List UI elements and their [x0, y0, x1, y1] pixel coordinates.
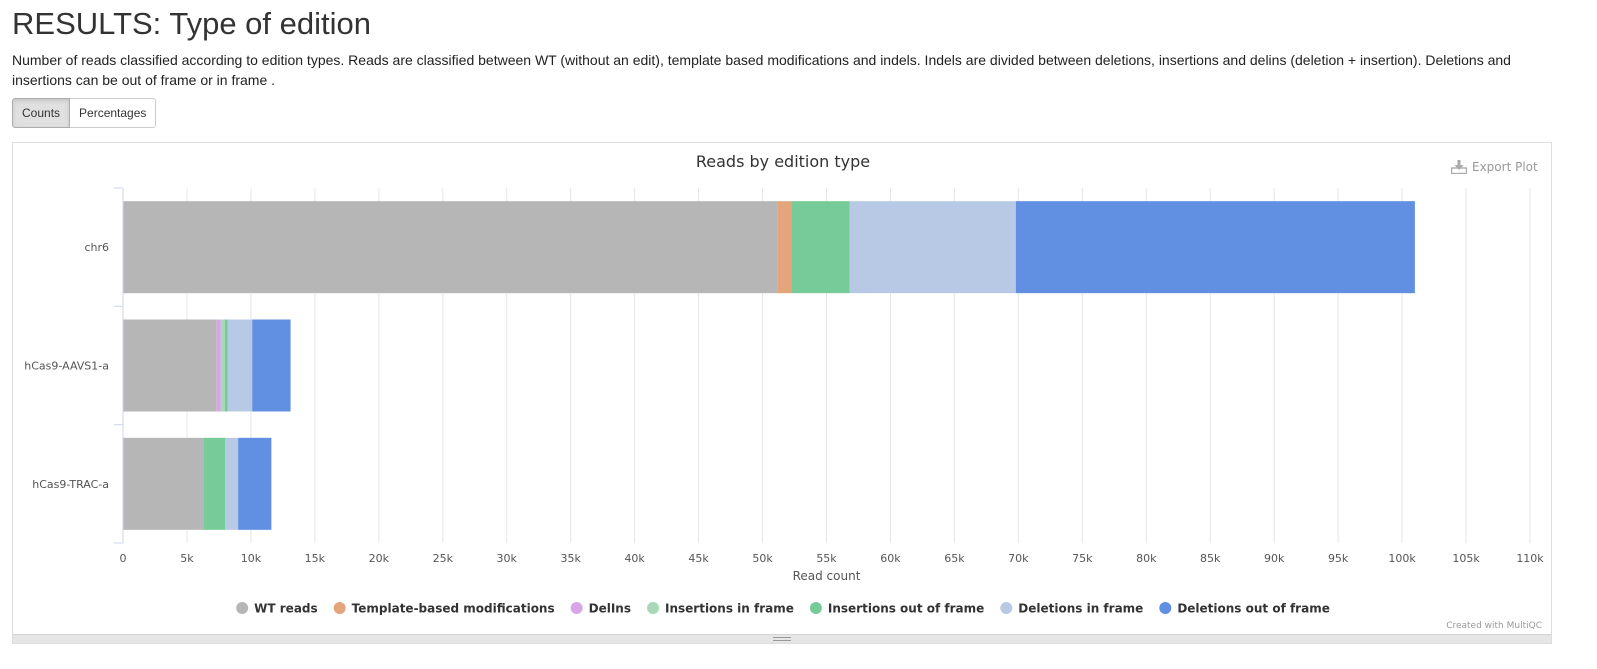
legend-item[interactable]: DelIns [570, 602, 631, 616]
x-tick-label: 70k [1008, 552, 1029, 565]
x-tick-label: 100k [1388, 552, 1416, 565]
legend-item[interactable]: Template-based modifications [333, 602, 555, 616]
x-tick-label: 110k [1516, 552, 1544, 565]
export-plot-label: Export Plot [1472, 160, 1538, 174]
x-tick-label: 25k [433, 552, 454, 565]
bar-segment[interactable] [238, 437, 272, 530]
legend-label: Insertions in frame [665, 602, 794, 616]
bar-segment[interactable] [791, 201, 850, 294]
legend-marker [647, 602, 659, 614]
y-category-label: chr6 [84, 241, 109, 254]
legend-marker [1159, 602, 1172, 614]
legend-item[interactable]: WT reads [236, 602, 318, 616]
x-tick-label: 55k [816, 552, 837, 565]
percentages-button[interactable]: Percentages [70, 98, 157, 128]
bar-segment[interactable] [252, 319, 291, 412]
plot-resize-handle[interactable] [13, 634, 1551, 643]
x-tick-label: 90k [1264, 552, 1285, 565]
bar-segment[interactable] [225, 437, 239, 530]
plot-panel: Reads by edition type 0 5k 10k 15k 20k 25k 30k… [12, 142, 1552, 644]
bars [123, 201, 1415, 530]
bar-segment[interactable] [1015, 201, 1415, 294]
x-tick-label: 60k [880, 552, 901, 565]
download-icon [1451, 160, 1467, 174]
legend-label: Deletions out of frame [1177, 602, 1330, 616]
legend-item[interactable]: Deletions in frame [1000, 602, 1143, 616]
legend-marker [333, 602, 346, 614]
chart-title: Reads by edition type [696, 152, 870, 171]
x-tick-label: 85k [1200, 552, 1221, 565]
bar-segment[interactable] [227, 319, 253, 412]
x-tick-label: 15k [305, 552, 326, 565]
axes: 0 5k 10k 15k 20k 25k 30k 35k 40k 45k 50k 55k 60k 65k 7… [24, 187, 1544, 565]
page-description: Number of reads classified according to … [12, 52, 1511, 88]
legend-marker [809, 602, 822, 614]
bar-chart: Reads by edition type 0 5k 10k 15k 20k 25k 30k… [24, 152, 1544, 616]
view-toggle-group: Counts Percentages [12, 98, 157, 128]
bar-segment[interactable] [224, 319, 228, 412]
x-tick-label: 80k [1136, 552, 1157, 565]
x-tick-label: 45k [688, 552, 709, 565]
bar-segment[interactable] [220, 319, 225, 412]
legend-item[interactable]: Insertions in frame [647, 602, 794, 616]
bar-segment[interactable] [777, 201, 792, 294]
x-tick-label: 10k [241, 552, 262, 565]
y-category-label: hCas9-AAVS1-a [24, 360, 109, 373]
bar-segment[interactable] [849, 201, 1016, 294]
bar-segment[interactable] [123, 201, 778, 294]
legend-label: Deletions in frame [1018, 602, 1143, 616]
legend-marker [1000, 602, 1013, 614]
legend-label: DelIns [589, 602, 631, 616]
x-tick-label: 20k [369, 552, 390, 565]
x-tick-label: 65k [944, 552, 965, 565]
legend-item[interactable]: Deletions out of frame [1159, 602, 1330, 616]
legend-label: Insertions out of frame [828, 602, 984, 616]
x-tick-label: 50k [752, 552, 773, 565]
page-title: RESULTS: Type of edition [12, 6, 371, 41]
legend-marker [236, 602, 249, 614]
chart-credit: Created with MultiQC [1446, 621, 1542, 631]
x-tick-label: 105k [1452, 552, 1480, 565]
x-tick-label: 5k [180, 552, 194, 565]
bar-segment[interactable] [123, 437, 204, 530]
bar-segment[interactable] [203, 437, 226, 530]
legend: WT reads Template-based modifications DelI… [236, 602, 1330, 616]
x-tick-label: 40k [624, 552, 645, 565]
counts-button[interactable]: Counts [12, 98, 71, 128]
x-tick-label: 30k [497, 552, 518, 565]
y-category-label: hCas9-TRAC-a [32, 478, 109, 491]
export-plot-button[interactable]: Export Plot [1451, 157, 1538, 177]
x-axis-label: Read count [793, 569, 861, 583]
bar-segment[interactable] [216, 319, 221, 412]
legend-label: Template-based modifications [352, 602, 555, 616]
legend-marker [570, 602, 583, 614]
grip-icon [773, 637, 791, 641]
legend-label: WT reads [254, 602, 318, 616]
legend-item[interactable]: Insertions out of frame [809, 602, 984, 616]
bar-segment[interactable] [123, 319, 217, 412]
x-tick-label: 95k [1328, 552, 1349, 565]
x-tick-label: 0 [120, 552, 127, 565]
x-tick-label: 75k [1072, 552, 1093, 565]
x-tick-label: 35k [560, 552, 581, 565]
